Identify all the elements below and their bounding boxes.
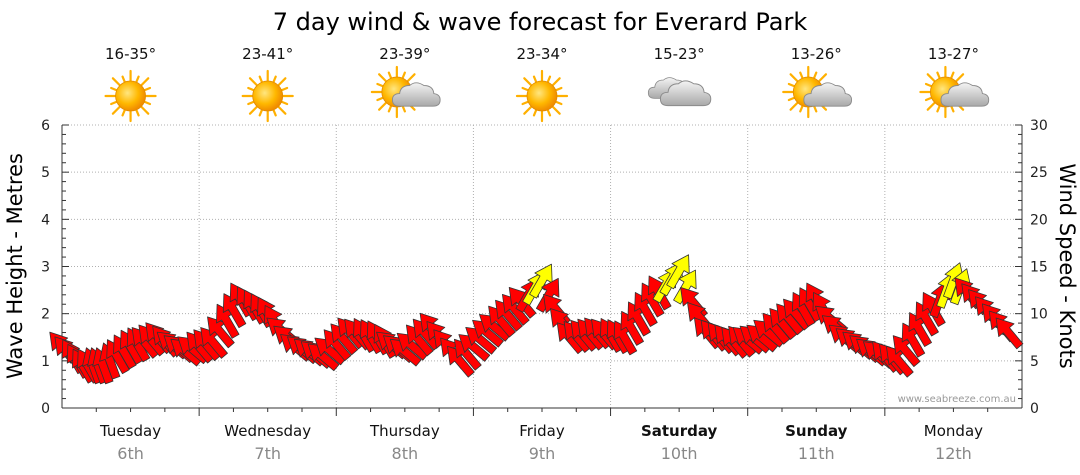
- right-tick-label: 10: [1030, 307, 1048, 323]
- sun-cloud-icon: [782, 65, 853, 119]
- sun-icon: [241, 69, 294, 123]
- day-name-label: Monday: [924, 422, 983, 440]
- wind-arrow: [666, 254, 690, 290]
- day-name-label: Saturday: [641, 422, 718, 440]
- left-axis-label: Wave Height - Metres: [3, 153, 27, 379]
- chart-title: 7 day wind & wave forecast for Everard P…: [273, 8, 808, 36]
- day-labels: Tuesday 6th Wednesday 7th Thursday 8th Friday 9…: [99, 422, 983, 463]
- day-name-label: Wednesday: [224, 422, 311, 440]
- day-date-label: 10th: [661, 444, 698, 463]
- right-tick-label: 20: [1030, 212, 1048, 228]
- day-name-label: Sunday: [785, 422, 848, 440]
- day-date-label: 11th: [798, 444, 835, 463]
- wind-arrow: [995, 317, 1024, 350]
- left-tick-label: 2: [41, 307, 50, 323]
- day-temperature: 13-27°: [928, 45, 979, 63]
- sun-cloud-icon: [370, 65, 441, 119]
- sun-cloud-icon: [919, 65, 990, 119]
- watermark: www.seabreeze.com.au: [898, 394, 1016, 405]
- day-temperature: 13-26°: [791, 45, 842, 63]
- right-tick-label: 15: [1030, 260, 1048, 276]
- right-tick-label: 0: [1030, 401, 1039, 417]
- right-tick-label: 30: [1030, 118, 1048, 134]
- cloud-icon: [647, 77, 712, 107]
- left-axis-ticks: 0 1 2 3 4 5 6: [41, 118, 50, 417]
- left-tick-label: 4: [41, 212, 50, 228]
- right-axis-ticks: 0 5 10 15 20 25 30: [1030, 118, 1048, 417]
- wind-arrow: [673, 269, 697, 305]
- left-tick-label: 3: [41, 260, 50, 276]
- day-name-label: Tuesday: [99, 422, 161, 440]
- day-temperature: 23-39°: [379, 45, 430, 63]
- right-axis-label: Wind Speed - Knots: [1055, 163, 1079, 368]
- sun-icon: [515, 69, 569, 123]
- day-temperature: 23-41°: [242, 45, 293, 63]
- day-temperature: 16-35°: [105, 45, 156, 63]
- day-temperature: 23-34°: [516, 45, 567, 63]
- day-forecast-header: 16-35° 23-41° 23-39° 23-34° 15-23° 13-26° 13-2…: [104, 45, 990, 123]
- left-tick-label: 5: [41, 165, 50, 181]
- right-tick-label: 5: [1030, 354, 1039, 370]
- left-tick-label: 6: [41, 118, 50, 134]
- right-tick-label: 25: [1030, 165, 1048, 181]
- day-date-label: 9th: [529, 444, 556, 463]
- sun-icon: [104, 69, 157, 123]
- day-name-label: Friday: [519, 422, 565, 440]
- left-tick-label: 1: [41, 354, 50, 370]
- left-tick-label: 0: [41, 401, 50, 417]
- day-temperature: 15-23°: [654, 45, 705, 63]
- day-date-label: 8th: [392, 444, 419, 463]
- wind-arrows: [49, 254, 1024, 385]
- day-date-label: 7th: [254, 444, 281, 463]
- day-name-label: Thursday: [369, 422, 440, 440]
- day-date-label: 12th: [935, 444, 972, 463]
- day-date-label: 6th: [117, 444, 144, 463]
